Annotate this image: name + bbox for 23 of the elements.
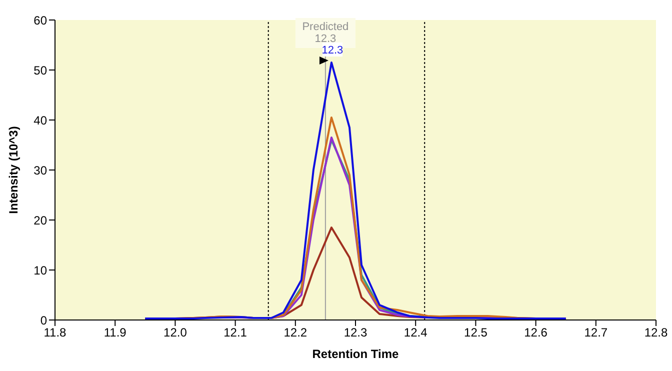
x-tick-label: 12.5 bbox=[464, 326, 488, 340]
x-tick-label: 12.8 bbox=[644, 326, 668, 340]
y-tick-label: 60 bbox=[34, 13, 48, 28]
line-series bbox=[144, 62, 567, 320]
x-axis-title: Retention Time bbox=[312, 347, 400, 361]
annotation: 12.3 bbox=[322, 44, 344, 56]
x-tick-label: 12.6 bbox=[524, 326, 548, 340]
y-tick-label: 20 bbox=[34, 213, 48, 228]
y-tick-label: 50 bbox=[34, 63, 48, 78]
y-axis-title: Intensity (10^3) bbox=[6, 126, 20, 214]
x-tick-label: 12.2 bbox=[284, 326, 308, 340]
y-tick-label: 40 bbox=[34, 113, 48, 128]
ref-line-label: Predicted 12.3 bbox=[302, 21, 349, 45]
x-tick-label: 11.9 bbox=[104, 326, 127, 340]
y-tick-label: 10 bbox=[34, 263, 48, 278]
x-tick-label: 11.8 bbox=[44, 326, 67, 340]
x-tick-label: 12.1 bbox=[224, 326, 248, 340]
x-tick-label: 12.4 bbox=[404, 326, 428, 340]
y-tick-label: 30 bbox=[34, 163, 48, 178]
x-tick-label: 12.3 bbox=[344, 326, 368, 340]
y-tick-label: 0 bbox=[40, 313, 48, 328]
x-tick-label: 12.0 bbox=[164, 326, 188, 340]
x-tick-label: 12.7 bbox=[584, 326, 608, 340]
